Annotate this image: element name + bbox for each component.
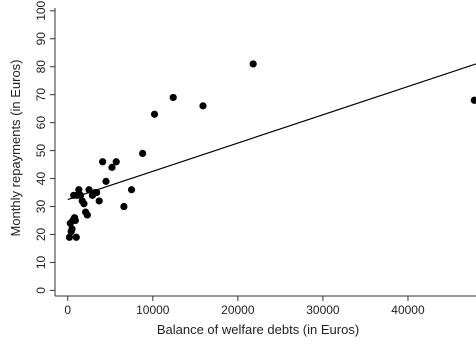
data-point bbox=[85, 186, 93, 194]
data-point bbox=[99, 158, 107, 166]
data-point bbox=[83, 211, 91, 219]
y-tick-label: 70 bbox=[34, 88, 48, 102]
y-tick-label: 90 bbox=[34, 32, 48, 46]
fit-line-layer bbox=[67, 63, 476, 201]
data-point bbox=[68, 225, 76, 233]
data-point bbox=[93, 188, 101, 197]
data-point bbox=[169, 93, 177, 102]
data-point bbox=[76, 191, 85, 199]
y-tick-label: 0 bbox=[34, 287, 48, 294]
x-tick-label: 40000 bbox=[391, 303, 425, 317]
ticks-layer: 0 10 20 30 40 50 60 70 80 90 100 0 10000 20000 30000 40… bbox=[34, 0, 425, 317]
fit-line bbox=[67, 63, 476, 201]
x-tick-label: 10000 bbox=[136, 303, 170, 317]
y-tick-label: 100 bbox=[34, 0, 48, 20]
data-point bbox=[71, 216, 80, 225]
data-point bbox=[102, 177, 110, 185]
y-tick-label: 40 bbox=[34, 172, 48, 186]
data-point bbox=[80, 200, 88, 208]
data-point bbox=[112, 158, 120, 166]
x-tick-label: 20000 bbox=[221, 303, 255, 317]
data-point bbox=[470, 96, 476, 104]
data-point bbox=[199, 102, 207, 110]
y-tick-label: 80 bbox=[34, 60, 48, 74]
data-point bbox=[249, 60, 257, 68]
data-point bbox=[65, 233, 74, 241]
data-point bbox=[150, 110, 159, 118]
y-tick-label: 30 bbox=[34, 200, 48, 214]
y-tick-label: 10 bbox=[34, 255, 48, 269]
x-axis-title: Balance of welfare debts (in Euros) bbox=[157, 322, 359, 337]
points-layer bbox=[65, 60, 476, 241]
data-point bbox=[72, 233, 80, 241]
data-point bbox=[139, 149, 147, 157]
y-axis-title: Monthly repayments (in Euros) bbox=[8, 59, 23, 236]
data-point bbox=[127, 186, 136, 194]
y-tick-label: 20 bbox=[34, 227, 48, 241]
data-point bbox=[108, 163, 116, 171]
data-point bbox=[120, 202, 128, 211]
data-point bbox=[95, 197, 103, 205]
x-tick-label: 0 bbox=[64, 303, 71, 317]
x-tick-label: 30000 bbox=[306, 303, 340, 317]
axes-layer bbox=[54, 8, 476, 297]
data-point bbox=[75, 186, 83, 194]
y-tick-label: 50 bbox=[34, 144, 48, 158]
y-tick-label: 60 bbox=[34, 116, 48, 130]
